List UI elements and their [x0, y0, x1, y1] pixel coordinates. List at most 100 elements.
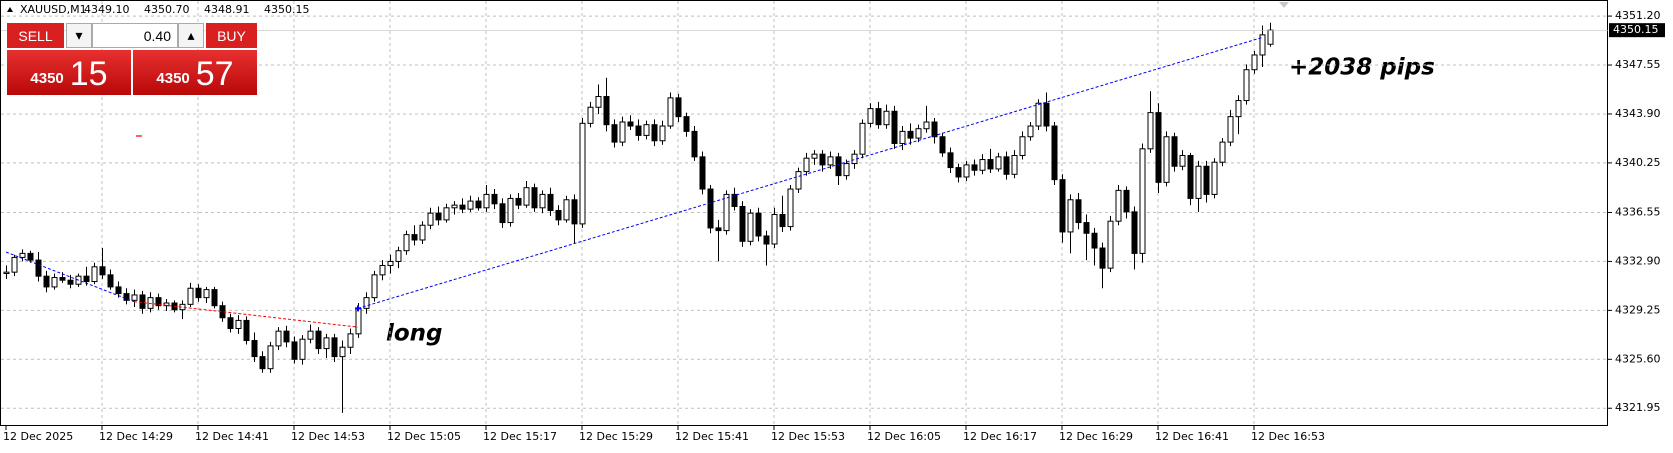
candle-body: [115, 286, 122, 295]
y-tick-label: 4332.90: [1615, 254, 1661, 267]
lot-input[interactable]: 0.40: [92, 23, 178, 48]
candle-body: [1195, 165, 1202, 199]
y-tick-label: 4336.55: [1615, 206, 1661, 219]
candle-body: [611, 124, 618, 143]
candle-body: [619, 121, 626, 143]
candle-body: [675, 97, 682, 118]
candle-body: [1059, 179, 1066, 233]
candle-body: [595, 96, 602, 108]
candle-body: [843, 163, 850, 177]
candle-body: [91, 266, 98, 283]
candle-body: [603, 96, 610, 126]
candle-body: [35, 259, 42, 277]
x-tick-label: 12 Dec 15:53: [771, 430, 845, 443]
annotation: long: [386, 321, 443, 347]
candle-body: [971, 164, 978, 171]
candle-body: [1091, 232, 1098, 249]
candle-body: [1083, 222, 1090, 234]
candle-body: [467, 200, 474, 210]
candle-body: [227, 317, 234, 329]
candle-body: [1107, 220, 1114, 269]
candle-body: [1027, 125, 1034, 138]
candle-body: [683, 116, 690, 132]
candle-body: [1139, 148, 1146, 254]
candle-body: [187, 287, 194, 305]
candle-body: [3, 271, 10, 275]
buy-price-small: 57: [195, 55, 234, 93]
candle-body: [571, 199, 578, 225]
candle-body: [1131, 211, 1138, 254]
sell-price-big: 4350: [30, 70, 64, 87]
x-tick-label: 12 Dec 16:53: [1251, 430, 1325, 443]
x-tick-label: 12 Dec 14:41: [195, 430, 269, 443]
candle-body: [43, 275, 50, 288]
trade-line: [357, 37, 1263, 309]
candle-body: [195, 287, 202, 299]
buy-price[interactable]: 4350 57: [133, 50, 257, 95]
sell-price[interactable]: 4350 15: [7, 50, 131, 95]
lot-up[interactable]: ▴: [178, 23, 204, 48]
buy-price-big: 4350: [156, 70, 190, 87]
candle-body: [291, 341, 298, 360]
candle-body: [403, 234, 410, 252]
sell-button[interactable]: SELL: [7, 23, 64, 48]
y-tick-label: 4325.60: [1615, 352, 1661, 365]
candle-body: [267, 345, 274, 370]
candle-body: [331, 337, 338, 358]
x-tick-label: 12 Dec 15:41: [675, 430, 749, 443]
candle-body: [67, 279, 74, 285]
candle-body: [411, 234, 418, 241]
price-label: 4350.15: [1613, 23, 1659, 36]
candle-body: [1147, 112, 1154, 150]
candle-body: [1235, 100, 1242, 118]
candle-body: [723, 193, 730, 232]
trade-line: [5, 251, 135, 303]
candle-body: [875, 108, 882, 126]
candle-body: [99, 266, 106, 276]
candle-body: [987, 159, 994, 170]
candle-body: [635, 125, 642, 136]
candle-body: [211, 289, 218, 307]
candle-body: [387, 260, 394, 266]
candle-body: [1123, 189, 1130, 213]
candle-body: [819, 153, 826, 166]
candle-body: [859, 122, 866, 155]
one-click-panel: SELL ▾ 0.40 ▴ BUY 4350 15 4350 57: [7, 23, 257, 95]
candle-body: [691, 130, 698, 158]
candle-body: [459, 204, 466, 210]
candle-body: [1203, 165, 1210, 195]
candle-body: [995, 156, 1002, 170]
x-tick-label: 12 Dec 16:41: [1155, 430, 1229, 443]
candle-body: [787, 188, 794, 228]
candle-body: [443, 207, 450, 221]
candle-body: [27, 252, 34, 261]
candle-body: [643, 124, 650, 136]
header-value: 4350.70: [144, 3, 190, 16]
candle-body: [251, 340, 258, 358]
buy-button[interactable]: BUY: [206, 23, 257, 48]
candle-body: [955, 167, 962, 178]
candle-body: [947, 152, 954, 169]
shift-marker: [1279, 2, 1289, 8]
x-tick-label: 12 Dec 14:53: [291, 430, 365, 443]
candle-body: [1179, 155, 1186, 167]
lot-down[interactable]: ▾: [66, 23, 92, 48]
candle-body: [555, 209, 562, 221]
candle-body: [827, 156, 834, 166]
candle-body: [339, 346, 346, 358]
candle-body: [1115, 189, 1122, 222]
header-arrow: [7, 7, 13, 12]
candle-body: [795, 171, 802, 190]
candle-body: [123, 293, 130, 301]
candle-body: [627, 121, 634, 127]
candle-body: [1099, 247, 1106, 269]
candle-body: [755, 212, 762, 237]
candle-body: [915, 128, 922, 139]
candle-body: [883, 110, 890, 126]
candle-body: [531, 187, 538, 209]
candle-body: [283, 330, 290, 343]
candle-body: [59, 277, 66, 281]
symbol: XAUUSD,M1: [20, 3, 87, 16]
candle-body: [907, 130, 914, 139]
candle-body: [371, 274, 378, 299]
